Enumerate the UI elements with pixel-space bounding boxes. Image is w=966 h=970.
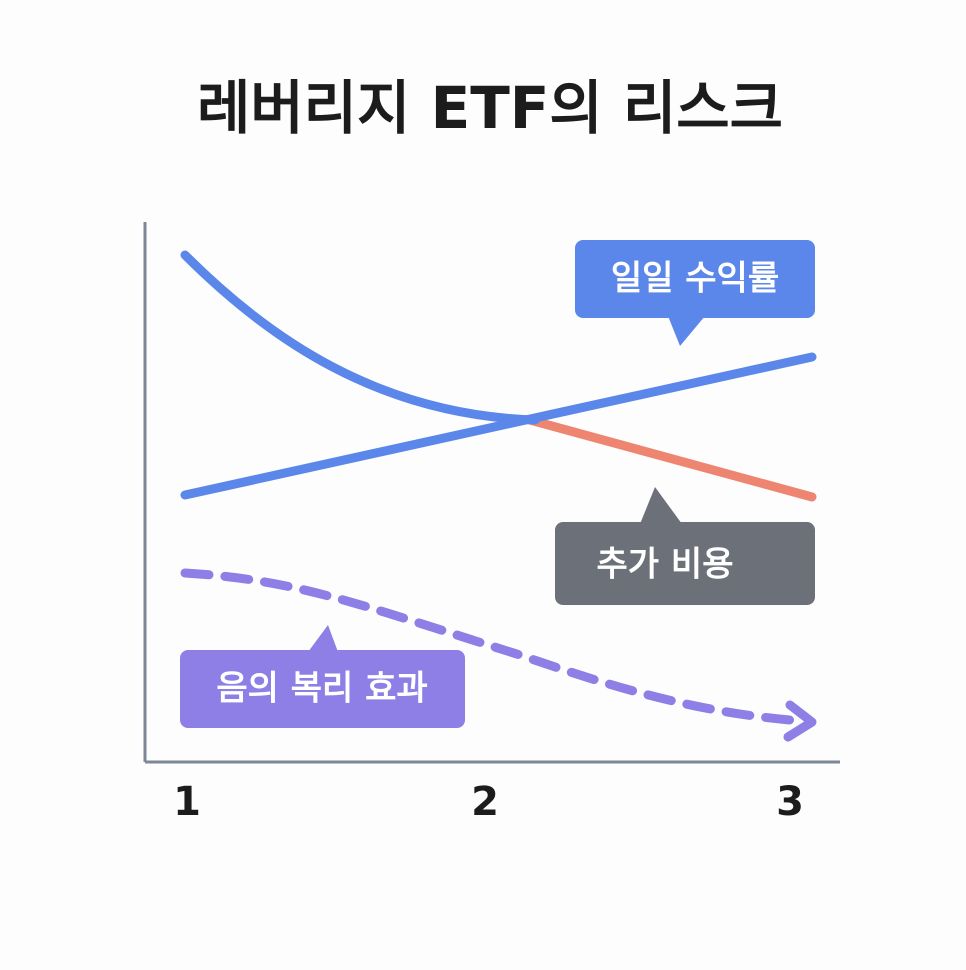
callout: 음의 복리 효과 xyxy=(180,625,465,728)
callout-box xyxy=(575,240,815,318)
cost-curve xyxy=(525,415,817,502)
x-label: 2 xyxy=(471,779,499,825)
callout: 일일 수익률 xyxy=(575,240,815,346)
callout-label: 일일 수익률 xyxy=(611,259,779,299)
decline-curve xyxy=(180,250,540,425)
callout-label: 추가 비용 xyxy=(597,545,734,585)
compound-curve xyxy=(180,568,795,725)
callout: 추가 비용 xyxy=(555,487,815,605)
arrow-head xyxy=(783,700,817,742)
callout-tail xyxy=(668,316,705,346)
callout-label: 음의 복리 효과 xyxy=(216,669,427,709)
callout-box xyxy=(555,522,815,605)
x-label: 1 xyxy=(173,779,201,825)
callout-tail xyxy=(308,625,338,652)
x-label: 3 xyxy=(776,779,804,825)
callout-box xyxy=(180,650,465,728)
title: 레버리지 ETF의 리스크 xyxy=(197,74,783,142)
callout-tail xyxy=(640,487,682,524)
rise-curve xyxy=(180,352,817,500)
